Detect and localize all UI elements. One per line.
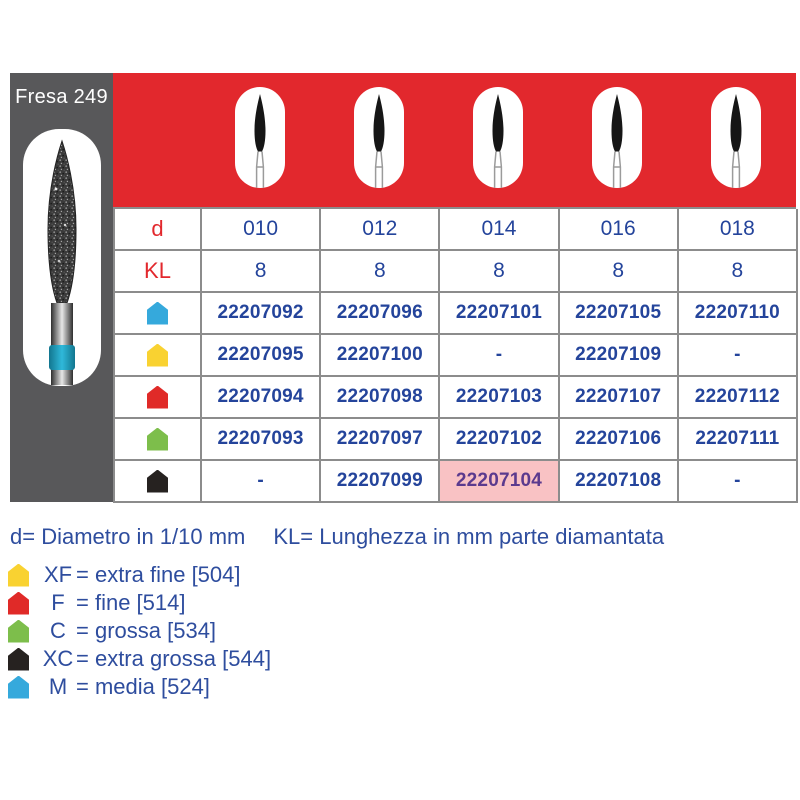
grain-pentagon-icon (8, 619, 29, 643)
code-cell: 22207095 (202, 335, 322, 377)
length-cell: 8 (678, 251, 798, 293)
length-cell: 8 (559, 251, 679, 293)
code-cell: 22207110 (678, 293, 798, 335)
length-label: KL (144, 258, 171, 283)
code-cell: 22207105 (559, 293, 679, 335)
diameter-label: d (151, 216, 164, 241)
code-cell-highlighted: 22207104 (440, 461, 560, 503)
code-cell: 22207092 (202, 293, 322, 335)
grain-pentagon-icon (147, 343, 168, 367)
red-header-band (113, 73, 796, 207)
length-note: KL= Lunghezza in mm parte diamantata (273, 524, 665, 549)
legend-row-grossa: C = grossa [534] (8, 617, 271, 645)
grain-abbr: M (48, 674, 68, 699)
code-cell: 22207100 (321, 335, 441, 377)
code-cell: - (678, 461, 798, 503)
bur-profile-pill (234, 87, 285, 188)
bur-silhouette-icon (730, 94, 742, 188)
grain-desc: = media [524] (76, 674, 210, 699)
code-cell: 22207094 (202, 377, 322, 419)
code-cell: 22207103 (440, 377, 560, 419)
grain-pentagon-icon (8, 591, 29, 615)
code-cell: 22207099 (321, 461, 441, 503)
diameter-cell: 014 (440, 209, 560, 251)
grain-icon-cell (115, 419, 202, 461)
grain-abbr: C (50, 618, 66, 643)
bur-profile-pill (711, 87, 762, 188)
grain-pentagon-icon (147, 469, 168, 493)
code-cell: 22207093 (202, 419, 322, 461)
grain-pentagon-icon (147, 385, 168, 409)
code-cell: - (202, 461, 322, 503)
code-cell: 22207108 (559, 461, 679, 503)
grain-abbr: F (51, 590, 65, 615)
code-cell: 22207112 (678, 377, 798, 419)
length-cell: 8 (202, 251, 322, 293)
grain-pentagon-icon (147, 301, 168, 325)
code-cell: 22207107 (559, 377, 679, 419)
bur-silhouette-icon (254, 94, 266, 188)
length-cell: 8 (440, 251, 560, 293)
product-table: d 010 012 014 016 018 KL 8 8 8 8 8 22207… (113, 207, 798, 503)
diameter-note: d= Diametro in 1/10 mm (10, 524, 246, 549)
code-cell: - (440, 335, 560, 377)
bur-profile-pill (353, 87, 404, 188)
code-cell: 22207096 (321, 293, 441, 335)
diameter-label-cell: d (115, 209, 202, 251)
legend-row-extra-grossa: XC = extra grossa [544] (8, 645, 271, 673)
grain-desc: = grossa [534] (76, 618, 217, 643)
header-spacer (113, 73, 200, 207)
grain-desc: = extra fine [504] (76, 562, 241, 587)
bur-silhouette-icon (492, 94, 504, 188)
code-cell: 22207101 (440, 293, 560, 335)
footnotes: d= Diametro in 1/10 mm KL= Lunghezza in … (10, 524, 664, 550)
diameter-cell: 018 (678, 209, 798, 251)
grain-pentagon-icon (8, 647, 29, 671)
product-sidebar: Fresa 249 (10, 73, 113, 502)
grain-desc: = fine [514] (76, 590, 186, 615)
bur-photo-frame (22, 129, 101, 386)
grain-icon-cell (115, 377, 202, 419)
grain-legend: XF = extra fine [504] F = fine [514] C =… (8, 561, 271, 701)
length-label-cell: KL (115, 251, 202, 293)
grain-pentagon-icon (8, 563, 29, 587)
legend-row-media: M = media [524] (8, 673, 271, 701)
grain-pentagon-icon (147, 427, 168, 451)
grain-icon-cell (115, 335, 202, 377)
code-cell: 22207102 (440, 419, 560, 461)
bur-profile-pill (472, 87, 523, 188)
diamond-bur-photo (46, 139, 77, 385)
code-cell: 22207097 (321, 419, 441, 461)
grain-icon-cell (115, 461, 202, 503)
product-title: Fresa 249 (15, 86, 108, 108)
grain-pentagon-icon (8, 675, 29, 699)
main-layout: Fresa 249 (10, 73, 798, 503)
code-cell: 22207109 (559, 335, 679, 377)
grain-icon-cell (115, 293, 202, 335)
code-cell: 22207106 (559, 419, 679, 461)
code-cell: 22207098 (321, 377, 441, 419)
diameter-cell: 010 (202, 209, 322, 251)
legend-row-extra-fine: XF = extra fine [504] (8, 561, 271, 589)
diameter-cell: 016 (559, 209, 679, 251)
legend-row-fine: F = fine [514] (8, 589, 271, 617)
grain-abbr: XF (43, 562, 73, 587)
diameter-cell: 012 (321, 209, 441, 251)
code-cell: 22207111 (678, 419, 798, 461)
table-column: d 010 012 014 016 018 KL 8 8 8 8 8 22207… (113, 73, 798, 503)
length-cell: 8 (321, 251, 441, 293)
bur-profile-pill (592, 87, 643, 188)
bur-silhouette-icon (611, 94, 623, 188)
grain-desc: = extra grossa [544] (76, 646, 272, 671)
code-cell: - (678, 335, 798, 377)
bur-silhouette-icon (373, 94, 385, 188)
grain-abbr: XC (42, 646, 74, 671)
